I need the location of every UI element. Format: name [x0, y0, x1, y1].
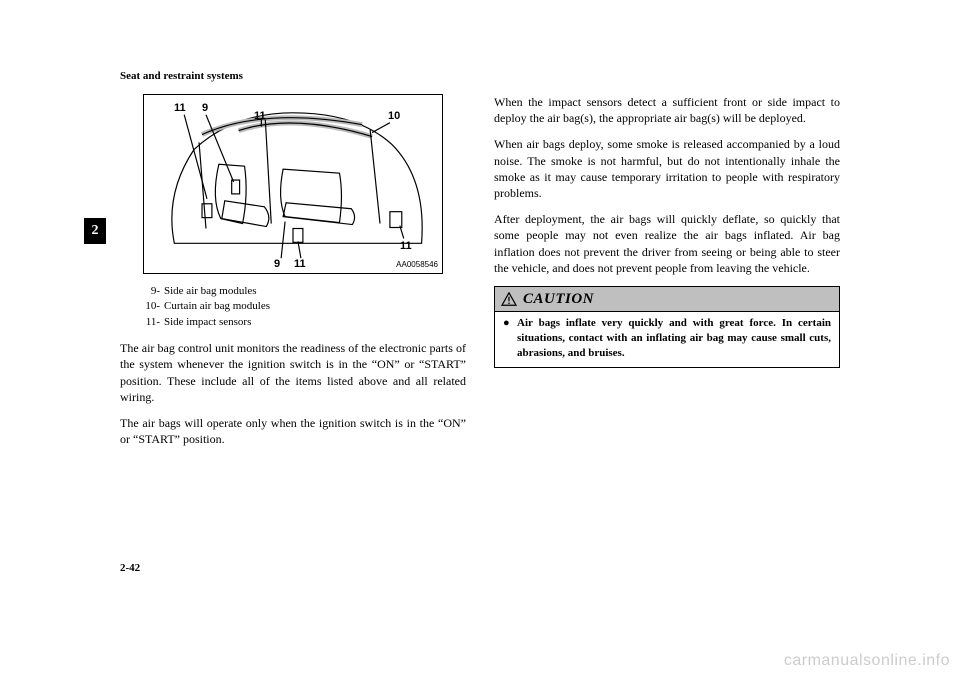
caution-box: CAUTION ● Air bags inflate very quickly …: [494, 286, 840, 368]
legend-number: 10-: [138, 299, 164, 314]
warning-triangle-icon: [501, 292, 517, 306]
body-paragraph: The air bag control unit monitors the re…: [120, 340, 466, 405]
section-header: Seat and restraint systems: [120, 70, 840, 82]
legend-number: 11-: [138, 315, 164, 330]
diagram-legend: 9- Side air bag modules 10- Curtain air …: [138, 284, 466, 330]
right-column: When the impact sensors detect a suffici…: [494, 94, 840, 457]
diagram-image-id: AA0058546: [396, 260, 438, 271]
legend-text: Side impact sensors: [164, 315, 251, 330]
caution-title: CAUTION: [523, 289, 594, 309]
watermark: carmanualsonline.info: [784, 652, 950, 670]
diagram-label-11: 11: [294, 257, 306, 272]
legend-text: Side air bag modules: [164, 284, 257, 299]
diagram-label-9: 9: [202, 101, 208, 116]
legend-number: 9-: [138, 284, 164, 299]
legend-row: 10- Curtain air bag modules: [138, 299, 466, 314]
diagram-label-11: 11: [400, 239, 412, 254]
body-paragraph: When the impact sensors detect a suffici…: [494, 94, 840, 126]
legend-text: Curtain air bag modules: [164, 299, 270, 314]
diagram-label-9: 9: [274, 257, 280, 272]
body-paragraph: After deployment, the air bags will quic…: [494, 211, 840, 276]
section-tab: 2: [84, 218, 106, 244]
airbag-diagram: 11 9 11 10 9 11 11 AA0058546: [143, 94, 443, 274]
diagram-label-11: 11: [174, 101, 186, 116]
caution-body: ● Air bags inflate very quickly and with…: [495, 312, 839, 367]
page-number: 2-42: [120, 562, 140, 574]
left-column: 11 9 11 10 9 11 11 AA0058546 9- Side air…: [120, 94, 466, 457]
page-content: Seat and restraint systems: [120, 70, 840, 590]
body-paragraph: When air bags deploy, some smoke is rele…: [494, 136, 840, 201]
bullet-icon: ●: [503, 316, 517, 361]
diagram-label-11: 11: [254, 109, 266, 124]
caution-header: CAUTION: [495, 287, 839, 312]
two-column-layout: 11 9 11 10 9 11 11 AA0058546 9- Side air…: [120, 94, 840, 457]
legend-row: 11- Side impact sensors: [138, 315, 466, 330]
body-paragraph: The air bags will operate only when the …: [120, 415, 466, 447]
diagram-label-10: 10: [388, 109, 400, 124]
caution-text: Air bags inflate very quickly and with g…: [517, 316, 831, 361]
legend-row: 9- Side air bag modules: [138, 284, 466, 299]
